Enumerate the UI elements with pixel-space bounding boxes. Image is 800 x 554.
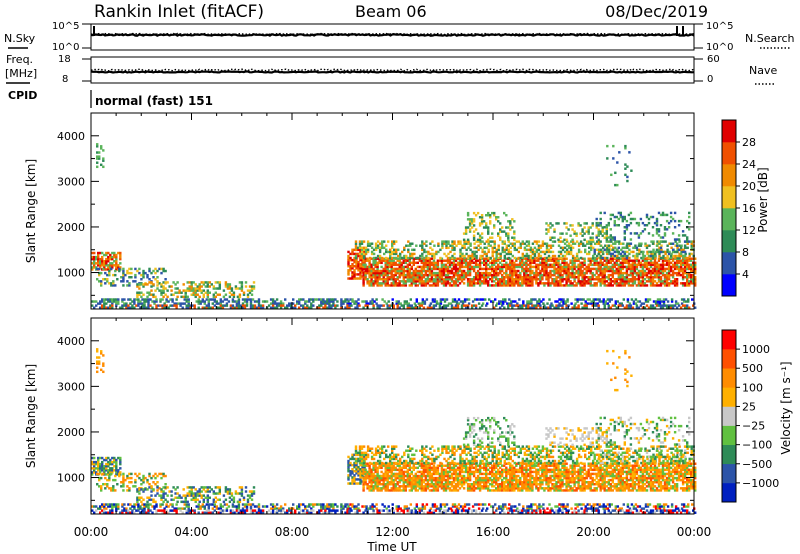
colorbar-segment [722,274,736,297]
y-tick-label: 1000 [57,472,85,485]
power-y-axis: 4000 3000 2000 1000 [57,112,695,309]
colorbar-segment [722,186,736,209]
x-tick-label: 20:00 [576,525,611,539]
colorbar-tick-label: 100 [742,381,763,394]
y-tick-label: 2000 [57,426,85,439]
y-tick-label: 4000 [57,130,85,143]
x-tick-label: 16:00 [476,525,511,539]
nave-tick-top: 60 [707,54,720,65]
colorbar-segment [722,349,736,369]
colorbar-tick-label: 25 [742,400,756,413]
colorbar-segment [722,463,736,484]
nave-series [90,68,695,72]
freq-series [90,70,695,74]
colorbar-tick-label: −1000 [742,477,779,490]
colorbar-tick-label: 28 [742,136,756,149]
y-tick-label: 3000 [57,175,85,188]
colorbar-tick-label: 12 [742,224,756,237]
cpid-value: normal (fast) 151 [95,94,213,108]
power-colorbar-label: Power [dB] [756,167,770,232]
nsearch-tick-top: 10^5 [706,21,733,32]
velocity-y-axis: 4000 3000 2000 1000 [57,317,695,514]
x-tick-label: 00:00 [74,525,109,539]
colorbar-segment [722,330,736,350]
nsky-series [90,33,695,37]
time-axis: 00:00 04:00 08:00 12:00 16:00 20:00 00:00 [74,525,712,539]
freq-tick-top: 18 [58,54,71,65]
colorbar-tick-label: 20 [742,180,756,193]
freq-panel [82,56,703,84]
colorbar-segment [722,164,736,187]
power-heatmap [91,143,697,309]
colorbar-tick-label: −25 [742,420,765,433]
freq-unit-label: [MHz] [5,67,37,80]
colorbar-tick-label: 4 [742,268,749,281]
power-colorbar: 28 24 20 16 12 8 4 [721,119,756,297]
x-tick-label: 08:00 [275,525,310,539]
colorbar-segment [722,142,736,165]
y-tick-label: 1000 [57,267,85,280]
colorbar-segment [722,120,736,143]
x-tick-label: 12:00 [375,525,410,539]
nsky-panel [82,23,703,51]
x-tick-label: 04:00 [174,525,209,539]
colorbar-tick-label: 8 [742,246,749,259]
colorbar-segment [722,252,736,275]
cpid-label: CPID [8,89,37,102]
colorbar-tick-label: −500 [742,458,772,471]
x-tick-label: 00:00 [677,525,712,539]
colorbar-segment [722,482,736,503]
colorbar-segment [722,368,736,388]
beam-title: Beam 06 [355,2,427,21]
freq-label: Freq. [6,53,33,66]
date-title: 08/Dec/2019 [605,2,708,21]
station-title: Rankin Inlet (fitACF) [94,2,264,22]
velocity-ylabel: Slant Range [km] [24,364,38,468]
nsky-label: N.Sky [4,32,36,45]
velocity-heatmap [91,348,697,514]
nsearch-tick-bottom: 10^0 [706,42,733,53]
velocity-colorbar-label: Velocity [m s⁻¹] [779,361,793,454]
colorbar-tick-label: 16 [742,202,756,215]
nave-label: Nave [749,64,777,77]
colorbar-segment [722,444,736,465]
y-tick-label: 2000 [57,221,85,234]
colorbar-segment [722,230,736,253]
nsky-tick-top: 10^5 [52,21,79,32]
colorbar-tick-label: 500 [742,362,763,375]
freq-tick-bottom: 8 [62,74,68,85]
colorbar-segment [722,406,736,426]
power-ylabel: Slant Range [km] [24,159,38,263]
nsearch-label: N.Search [745,32,795,45]
colorbar-segment [722,387,736,407]
nsearch-series [90,32,695,36]
nsky-tick-bottom: 10^0 [52,42,79,53]
x-axis-label: Time UT [366,540,417,554]
y-tick-label: 3000 [57,380,85,393]
velocity-colorbar: 1000 500 100 25 −25 −100 −500 −1000 [721,329,779,503]
y-tick-label: 4000 [57,335,85,348]
colorbar-segment [722,425,736,445]
colorbar-tick-label: 1000 [742,343,770,356]
colorbar-tick-label: −100 [742,439,772,452]
colorbar-segment [722,208,736,231]
nave-tick-bottom: 0 [707,74,713,85]
colorbar-tick-label: 24 [742,158,756,171]
